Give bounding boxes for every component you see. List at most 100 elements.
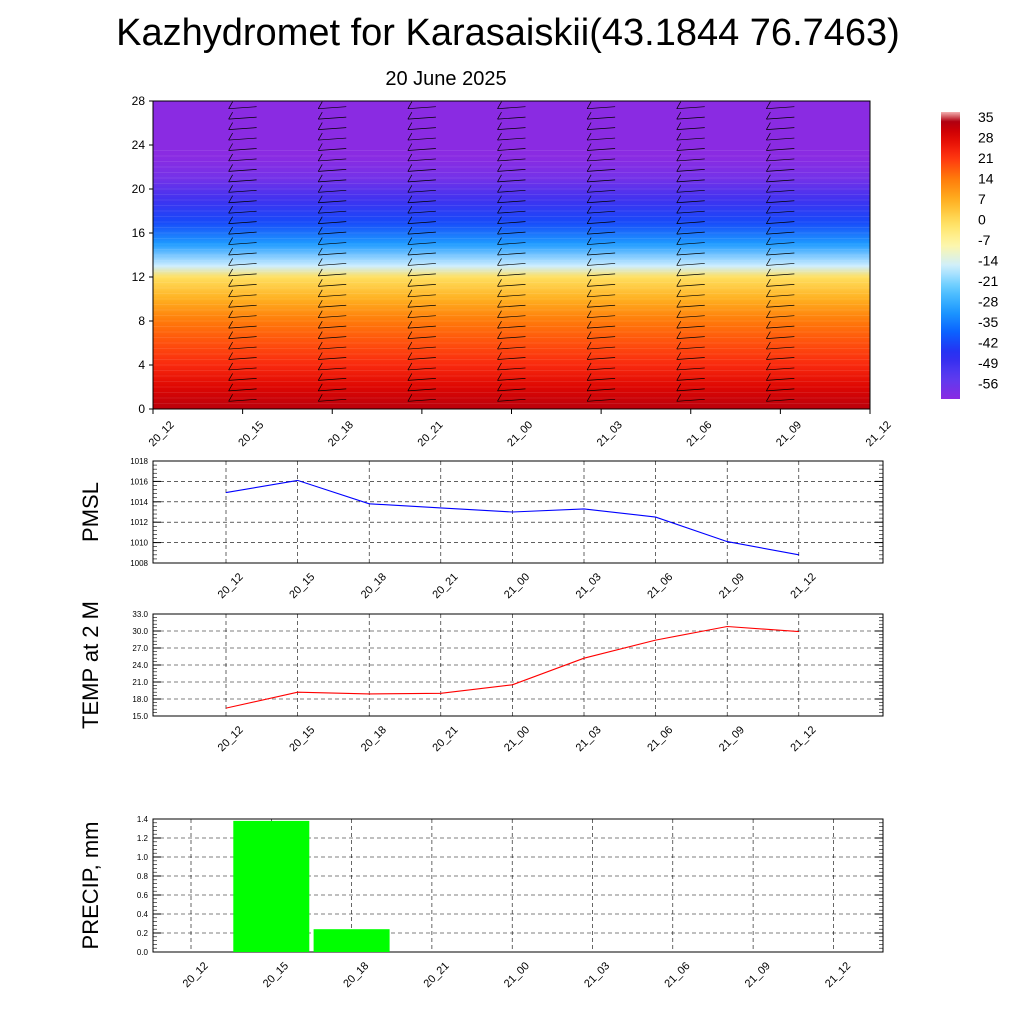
wind-barb bbox=[228, 179, 257, 183]
wind-barb bbox=[676, 200, 705, 204]
wind-barb bbox=[766, 294, 795, 298]
colorbar-label: 28 bbox=[978, 130, 994, 146]
wind-barb bbox=[497, 169, 526, 172]
wind-barb-flag bbox=[586, 216, 592, 224]
wind-barb bbox=[676, 242, 705, 245]
x-tick-label: 20_18 bbox=[359, 571, 389, 601]
wind-barb bbox=[497, 200, 526, 204]
wind-barb bbox=[407, 137, 436, 141]
wind-barb bbox=[228, 231, 257, 235]
wind-barb bbox=[318, 169, 347, 172]
wind-barb-flag bbox=[586, 394, 592, 402]
y-tick-label: 0.0 bbox=[137, 948, 149, 957]
wind-barb-flag bbox=[497, 279, 502, 287]
wind-barb bbox=[318, 242, 347, 245]
wind-barb bbox=[766, 127, 795, 130]
wind-barb-flag bbox=[766, 206, 771, 214]
wind-barb-flag bbox=[676, 289, 682, 297]
colorbar-label: -7 bbox=[978, 232, 991, 248]
wind-barb bbox=[318, 367, 347, 371]
wind-barb-flag bbox=[766, 383, 771, 392]
wind-barb-flag bbox=[676, 247, 682, 256]
wind-barb-flag bbox=[586, 320, 592, 329]
wind-barb bbox=[228, 304, 257, 308]
wind-barb-flag bbox=[407, 258, 413, 266]
wind-barb bbox=[766, 137, 795, 141]
temp2m-panel: 15.0 18.0 21.0 24.0 27.0 30.0 33.0 20_12 20_15 20… bbox=[78, 601, 884, 754]
wind-barb bbox=[497, 148, 526, 151]
wind-barb-flag bbox=[317, 101, 323, 109]
wind-barb bbox=[676, 398, 705, 402]
wind-barb bbox=[318, 388, 347, 392]
wind-barb-flag bbox=[586, 362, 592, 371]
wind-barb bbox=[318, 336, 347, 339]
wind-barb bbox=[228, 263, 257, 266]
wind-barb-flag bbox=[317, 394, 323, 402]
wind-barb-flag bbox=[586, 258, 592, 266]
wind-barb-flag bbox=[497, 247, 502, 256]
wind-barb bbox=[587, 200, 616, 204]
wind-barb-flag bbox=[497, 352, 502, 360]
wind-barb-flag bbox=[676, 132, 682, 141]
wind-barb bbox=[318, 378, 347, 381]
y-tick-label: 0.8 bbox=[137, 872, 149, 881]
precip-bar bbox=[233, 820, 310, 952]
wind-barb bbox=[228, 273, 257, 277]
wind-barb-flag bbox=[586, 143, 592, 151]
wind-barb bbox=[497, 388, 526, 392]
wind-barb bbox=[766, 357, 795, 360]
wind-barb-flag bbox=[497, 206, 502, 214]
wind-barb-flag bbox=[317, 310, 323, 318]
wind-barb-flag bbox=[497, 310, 502, 318]
wind-barb bbox=[587, 273, 616, 277]
wind-barb-flag bbox=[407, 394, 413, 402]
wind-barb-flag bbox=[766, 185, 771, 193]
wind-barb-flag bbox=[317, 111, 323, 120]
colorbar-label: -28 bbox=[978, 294, 998, 310]
wind-barb-flag bbox=[766, 237, 771, 245]
wind-barb bbox=[497, 284, 526, 287]
wind-barb bbox=[676, 210, 705, 214]
wind-barb-flag bbox=[586, 164, 592, 172]
wind-barb-flag bbox=[228, 373, 233, 381]
x-tick-label: 20_15 bbox=[261, 960, 291, 990]
wind-barb-flag bbox=[497, 185, 502, 193]
x-tick-label: 20_21 bbox=[422, 960, 452, 990]
wind-barb bbox=[676, 106, 705, 110]
wind-barb-flag bbox=[407, 341, 413, 350]
wind-barb-flag bbox=[407, 185, 413, 193]
wind-barb-flag bbox=[586, 300, 592, 308]
wind-barb bbox=[676, 315, 705, 319]
wind-barb bbox=[228, 189, 257, 193]
wind-barb-flag bbox=[228, 101, 233, 109]
wind-barb-flag bbox=[766, 394, 771, 402]
wind-barb-flag bbox=[497, 268, 502, 277]
x-tick-label: 21_00 bbox=[505, 419, 535, 449]
x-tick-label: 20_18 bbox=[341, 960, 371, 990]
wind-barb bbox=[497, 127, 526, 130]
y-axis-title: PMSL bbox=[78, 482, 103, 542]
wind-barb-flag bbox=[497, 111, 502, 120]
y-tick-label: 18.0 bbox=[132, 695, 148, 704]
heatmap-panel: 0 4 8 12 16 20 24 28 20_12 20_15 20_18 20_21 21_00 21… bbox=[132, 94, 894, 449]
wind-barb bbox=[766, 378, 795, 381]
wind-barb-flag bbox=[676, 153, 682, 162]
y-tick-label: 30.0 bbox=[132, 627, 148, 636]
wind-barb bbox=[407, 388, 436, 392]
wind-barb-flag bbox=[676, 320, 682, 329]
y-tick-label: 20 bbox=[132, 182, 146, 196]
wind-barb-flag bbox=[766, 174, 771, 183]
wind-barb-flag bbox=[317, 185, 323, 193]
wind-barb-flag bbox=[586, 341, 592, 350]
wind-barb bbox=[587, 221, 616, 224]
wind-barb-flag bbox=[497, 331, 502, 339]
colorbar-label: 21 bbox=[978, 150, 994, 166]
wind-barb-flag bbox=[317, 216, 323, 224]
wind-barb bbox=[766, 398, 795, 402]
wind-barb-flag bbox=[317, 143, 323, 151]
wind-barb-flag bbox=[228, 258, 233, 266]
wind-barb-flag bbox=[676, 394, 682, 402]
wind-barb-flag bbox=[766, 279, 771, 287]
wind-barb bbox=[766, 179, 795, 183]
wind-barb-flag bbox=[497, 373, 502, 381]
